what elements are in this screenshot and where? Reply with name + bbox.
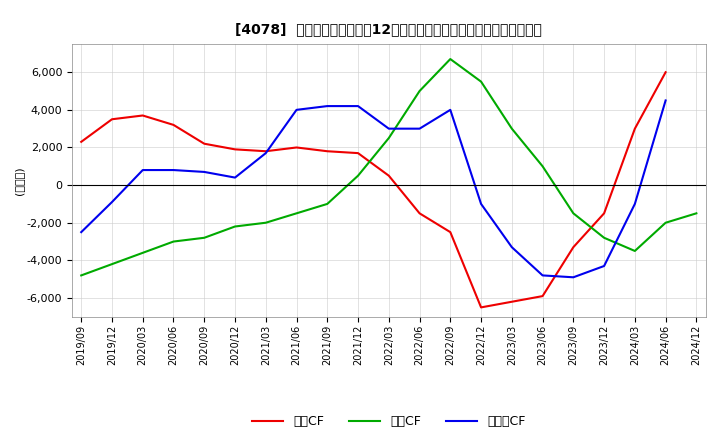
- 営業CF: [354, 150, 362, 156]
- フリーCF: [77, 230, 86, 235]
- 投資CF: [138, 250, 147, 256]
- 投資CF: [230, 224, 239, 229]
- フリーCF: [230, 175, 239, 180]
- 投資CF: [77, 273, 86, 278]
- 営業CF: [138, 113, 147, 118]
- 投資CF: [539, 164, 547, 169]
- 営業CF: [292, 145, 301, 150]
- フリーCF: [384, 126, 393, 131]
- 投資CF: [446, 56, 454, 62]
- Line: フリーCF: フリーCF: [81, 100, 665, 277]
- 投資CF: [600, 235, 608, 240]
- フリーCF: [354, 103, 362, 109]
- フリーCF: [200, 169, 209, 175]
- 営業CF: [539, 293, 547, 299]
- フリーCF: [508, 245, 516, 250]
- フリーCF: [169, 167, 178, 172]
- 営業CF: [600, 211, 608, 216]
- 営業CF: [323, 149, 332, 154]
- 営業CF: [415, 211, 424, 216]
- フリーCF: [292, 107, 301, 113]
- 営業CF: [384, 173, 393, 178]
- フリーCF: [415, 126, 424, 131]
- 営業CF: [200, 141, 209, 147]
- 営業CF: [446, 230, 454, 235]
- 営業CF: [477, 305, 485, 310]
- Title: [4078]  キャッシュフローの12か月移動合計の対前年同期増減額の推移: [4078] キャッシュフローの12か月移動合計の対前年同期増減額の推移: [235, 22, 542, 36]
- Line: 投資CF: 投資CF: [81, 59, 696, 275]
- フリーCF: [661, 98, 670, 103]
- 投資CF: [169, 239, 178, 244]
- 営業CF: [261, 149, 270, 154]
- 営業CF: [108, 117, 117, 122]
- 投資CF: [631, 248, 639, 253]
- 投資CF: [692, 211, 701, 216]
- フリーCF: [261, 150, 270, 156]
- フリーCF: [539, 273, 547, 278]
- Line: 営業CF: 営業CF: [81, 72, 665, 308]
- 投資CF: [108, 261, 117, 267]
- 投資CF: [569, 211, 577, 216]
- Y-axis label: (百万円): (百万円): [14, 166, 24, 195]
- 営業CF: [230, 147, 239, 152]
- 投資CF: [261, 220, 270, 225]
- 営業CF: [508, 299, 516, 304]
- フリーCF: [323, 103, 332, 109]
- フリーCF: [108, 199, 117, 205]
- 営業CF: [631, 126, 639, 131]
- フリーCF: [631, 201, 639, 206]
- 投資CF: [415, 88, 424, 94]
- フリーCF: [477, 201, 485, 206]
- 営業CF: [77, 139, 86, 144]
- 投資CF: [200, 235, 209, 240]
- フリーCF: [446, 107, 454, 113]
- 投資CF: [477, 79, 485, 84]
- フリーCF: [600, 264, 608, 269]
- 投資CF: [508, 126, 516, 131]
- 営業CF: [169, 122, 178, 128]
- 投資CF: [323, 201, 332, 206]
- フリーCF: [138, 167, 147, 172]
- フリーCF: [569, 275, 577, 280]
- 投資CF: [384, 136, 393, 141]
- 投資CF: [292, 211, 301, 216]
- 投資CF: [354, 173, 362, 178]
- 営業CF: [661, 70, 670, 75]
- 営業CF: [569, 245, 577, 250]
- 投資CF: [661, 220, 670, 225]
- Legend: 営業CF, 投資CF, フリーCF: 営業CF, 投資CF, フリーCF: [247, 411, 531, 433]
